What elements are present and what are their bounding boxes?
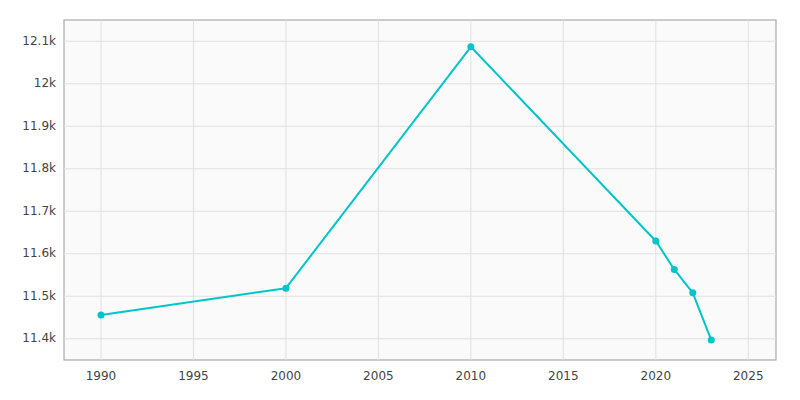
x-grid-line [193, 20, 194, 360]
point [97, 311, 104, 318]
x-tick-label: 2000 [271, 369, 302, 383]
y-grid-line [64, 338, 776, 339]
x-grid-line [285, 20, 286, 360]
y-tick-label: 11.9k [22, 119, 56, 133]
y-tick-label: 12k [34, 76, 56, 90]
y-grid-line [64, 253, 776, 254]
chart-container: 11.4k 11.5k 11.6k 11.7k 11.8k 11.9k 12k 12.1k 19… [0, 0, 800, 400]
point [282, 285, 289, 292]
y-grid-line [64, 83, 776, 84]
y-grid-line [64, 211, 776, 212]
y-tick-label: 11.4k [22, 331, 56, 345]
x-tick-label: 2025 [733, 369, 764, 383]
point [708, 337, 715, 344]
y-tick-label: 11.7k [22, 204, 56, 218]
y-tick-label: 12.1k [22, 34, 56, 48]
x-grid-line [470, 20, 471, 360]
x-grid-line [748, 20, 749, 360]
point [652, 238, 659, 245]
series-group [97, 43, 714, 343]
y-grid-line [64, 41, 776, 42]
x-tick-label: 2005 [363, 369, 394, 383]
x-tick-label: 2015 [548, 369, 579, 383]
x-tick-label: 1995 [178, 369, 209, 383]
point [689, 289, 696, 296]
chart: 11.4k 11.5k 11.6k 11.7k 11.8k 11.9k 12k 12.1k 19… [0, 0, 800, 400]
x-grid-line [655, 20, 656, 360]
x-tick-label: 1990 [86, 369, 117, 383]
x-tick-label: 2020 [641, 369, 672, 383]
x-grid-line [563, 20, 564, 360]
point [467, 43, 474, 50]
x-tick-label: 2010 [456, 369, 487, 383]
plot-frame [64, 20, 776, 360]
y-tick-label: 11.5k [22, 289, 56, 303]
y-tick-label: 11.8k [22, 161, 56, 175]
y-grid-line [64, 168, 776, 169]
y-grid-line [64, 296, 776, 297]
x-grid-line [100, 20, 101, 360]
y-tick-label: 11.6k [22, 246, 56, 260]
point [671, 266, 678, 273]
x-grid-line [378, 20, 379, 360]
y-grid-line [64, 126, 776, 127]
line [101, 47, 711, 340]
